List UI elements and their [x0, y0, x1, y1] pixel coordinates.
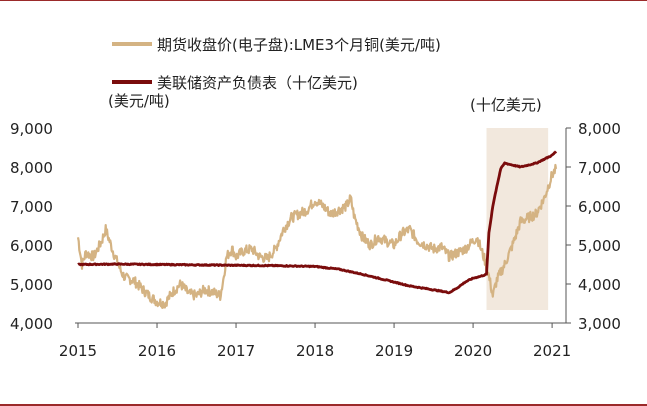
left-tick-label: 9,000 — [10, 120, 53, 138]
left-tick-label: 7,000 — [10, 198, 53, 216]
legend-label-fed: 美联储资产负债表（十亿美元) — [157, 74, 358, 92]
right-axis-unit: (十亿美元) — [470, 96, 542, 114]
series-line-fed — [77, 150, 558, 295]
top-border — [0, 0, 647, 1]
right-tick-label: 3,000 — [578, 315, 621, 333]
left-tick-label: 4,000 — [10, 315, 53, 333]
x-tick-label: 2017 — [217, 342, 255, 360]
right-tick-label: 8,000 — [578, 120, 621, 138]
x-tick-label: 2019 — [375, 342, 413, 360]
left-tick-label: 6,000 — [10, 237, 53, 255]
series-line-copper — [76, 163, 558, 309]
x-tick-label: 2020 — [454, 342, 492, 360]
left-axis-unit: (美元/吨) — [108, 92, 170, 110]
x-tick-label: 2018 — [296, 342, 334, 360]
legend-label-copper: 期货收盘价(电子盘):LME3个月铜(美元/吨) — [157, 36, 441, 54]
left-tick-label: 5,000 — [10, 276, 53, 294]
right-tick-label: 7,000 — [578, 159, 621, 177]
right-tick-label: 6,000 — [578, 198, 621, 216]
x-tick-label: 2016 — [138, 342, 176, 360]
bottom-border — [0, 404, 647, 406]
x-tick-label: 2021 — [533, 342, 571, 360]
right-tick-label: 4,000 — [578, 276, 621, 294]
x-tick-label: 2015 — [59, 342, 97, 360]
right-tick-label: 5,000 — [578, 237, 621, 255]
left-tick-label: 8,000 — [10, 159, 53, 177]
